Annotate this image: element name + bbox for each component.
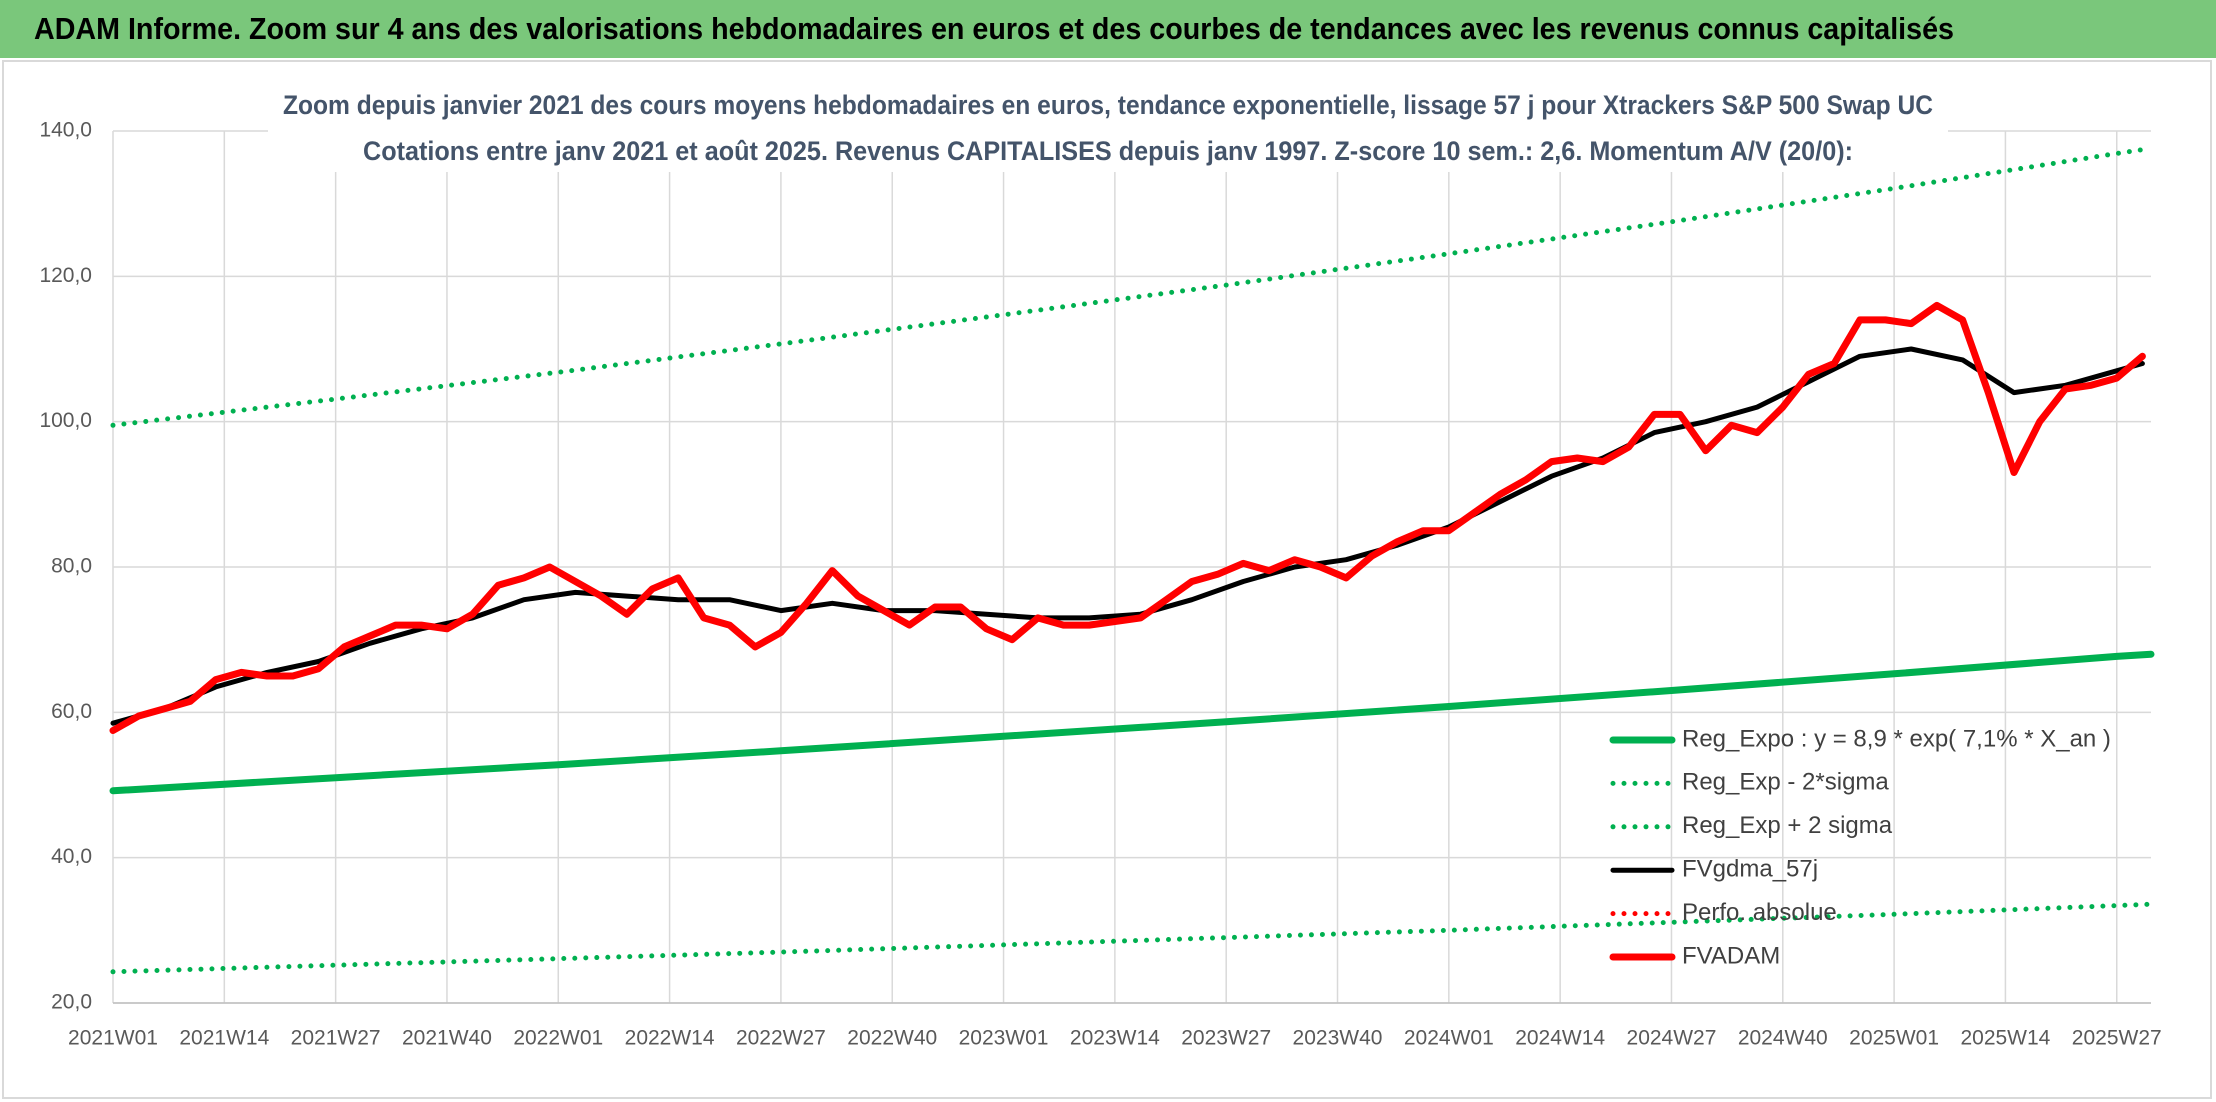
x-tick-label: 2023W27 <box>1181 1027 1271 1050</box>
x-tick-label: 2024W01 <box>1404 1027 1494 1050</box>
x-tick-label: 2022W27 <box>736 1027 826 1050</box>
y-tick-label: 120,0 <box>39 264 92 287</box>
x-tick-label: 2021W27 <box>291 1027 381 1050</box>
x-tick-label: 2021W40 <box>402 1027 492 1050</box>
legend: Reg_Expo : y = 8,9 * exp( 7,1% * X_an ) R… <box>1609 725 2111 969</box>
legend-label: Perfo. absolue <box>1682 899 1837 926</box>
y-tick-label: 60,0 <box>51 700 92 723</box>
banner-title: ADAM Informe. Zoom sur 4 ans des valoris… <box>34 11 1954 46</box>
chart-subtitle: Cotations entre janv 2021 et août 2025. … <box>363 136 1853 166</box>
x-tick-label: 2024W27 <box>1627 1027 1717 1050</box>
y-tick-label: 100,0 <box>39 409 92 432</box>
y-tick-label: 40,0 <box>51 845 92 868</box>
banner <box>0 0 2216 58</box>
x-tick-label: 2023W40 <box>1293 1027 1383 1050</box>
legend-label: FVgdma_57j <box>1682 856 1818 883</box>
plot-area: 20,0 40,0 60,0 80,0 100,0 120,0 140,0 2021W01 20… <box>39 119 2161 1050</box>
legend-label: FVADAM <box>1682 942 1780 969</box>
y-tick-label: 140,0 <box>39 119 92 142</box>
x-tick-label: 2025W27 <box>2072 1027 2162 1050</box>
series-line <box>109 301 2146 734</box>
x-tick-label: 2025W01 <box>1849 1027 1939 1050</box>
x-tick-label: 2023W01 <box>959 1027 1049 1050</box>
legend-label: Reg_Exp - 2*sigma <box>1682 769 1889 796</box>
chart-title: Zoom depuis janvier 2021 des cours moyen… <box>283 90 1933 120</box>
x-tick-label: 2024W14 <box>1515 1027 1605 1050</box>
series-line <box>109 650 2155 795</box>
x-tick-label: 2023W14 <box>1070 1027 1160 1050</box>
x-tick-label: 2025W14 <box>1960 1027 2050 1050</box>
title-background <box>268 88 1948 172</box>
chart-frame <box>2 60 2212 1099</box>
x-tick-label: 2022W40 <box>847 1027 937 1050</box>
y-tick-label: 80,0 <box>51 555 92 578</box>
legend-label: Reg_Expo : y = 8,9 * exp( 7,1% * X_an ) <box>1682 725 2111 752</box>
y-tick-label: 20,0 <box>51 991 92 1014</box>
x-tick-label: 2024W40 <box>1738 1027 1828 1050</box>
x-tick-label: 2021W01 <box>68 1027 158 1050</box>
legend-label: Reg_Exp + 2 sigma <box>1682 812 1893 839</box>
series-line <box>110 145 2154 428</box>
x-tick-label: 2022W01 <box>513 1027 603 1050</box>
x-tick-label: 2021W14 <box>179 1027 269 1050</box>
x-tick-label: 2022W14 <box>625 1027 715 1050</box>
